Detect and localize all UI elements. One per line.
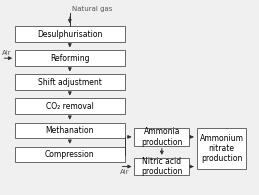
Text: Compression: Compression — [45, 150, 95, 159]
Text: Nitric acid
production: Nitric acid production — [141, 157, 183, 176]
FancyBboxPatch shape — [15, 74, 125, 90]
FancyBboxPatch shape — [134, 158, 189, 175]
Text: Ammonium
nitrate
production: Ammonium nitrate production — [199, 134, 243, 163]
Text: Natural gas: Natural gas — [72, 6, 113, 12]
FancyBboxPatch shape — [15, 122, 125, 138]
FancyBboxPatch shape — [15, 50, 125, 66]
Text: CO₂ removal: CO₂ removal — [46, 102, 94, 111]
Text: Shift adjustment: Shift adjustment — [38, 78, 102, 87]
Text: Ammonia
production: Ammonia production — [141, 127, 183, 147]
FancyBboxPatch shape — [197, 128, 246, 169]
FancyBboxPatch shape — [134, 128, 189, 146]
FancyBboxPatch shape — [15, 147, 125, 162]
Text: Methanation: Methanation — [46, 126, 94, 135]
Text: Air: Air — [120, 169, 129, 175]
Text: Reforming: Reforming — [50, 54, 90, 63]
Text: Desulphurisation: Desulphurisation — [37, 30, 103, 39]
FancyBboxPatch shape — [15, 26, 125, 42]
Text: Air: Air — [2, 50, 11, 56]
FancyBboxPatch shape — [15, 98, 125, 114]
